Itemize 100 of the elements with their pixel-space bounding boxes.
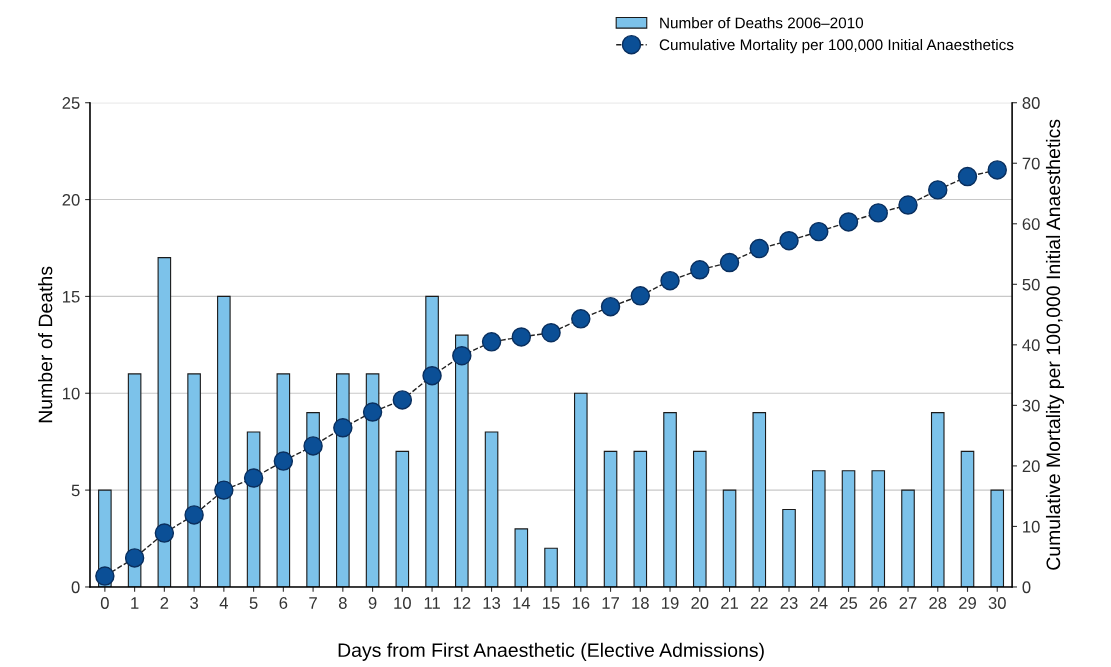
x-axis-title: Days from First Anaesthetic (Elective Admissions) — [338, 642, 764, 661]
bar — [425, 295, 439, 587]
x-tick-label: 10 — [394, 597, 411, 609]
x-tick-label: 16 — [572, 597, 590, 609]
point — [660, 270, 680, 291]
x-tick-label: 22 — [750, 597, 768, 609]
x-tick-label: 9 — [368, 597, 377, 609]
y-tick-label: 25 — [62, 97, 80, 109]
x-tick-label: 29 — [959, 597, 976, 609]
point — [957, 166, 978, 187]
y-tick-label: 15 — [63, 290, 80, 303]
point — [838, 212, 859, 232]
point — [779, 231, 799, 251]
y2-tick-label: 10 — [1023, 520, 1040, 533]
point — [600, 296, 621, 317]
point — [243, 468, 264, 488]
x-tick-label: 23 — [780, 597, 798, 609]
x-tick-label: 28 — [929, 597, 947, 609]
legend-label: Cumulative Mortality per 100,000 Initial Anaesthetics — [659, 38, 1014, 54]
x-tick-label: 12 — [453, 597, 471, 609]
x-tick-label: 19 — [662, 597, 679, 609]
y2-axis-title: Cumulative Mortality per 100,000 Initial Anaesthetics — [1045, 119, 1065, 570]
legend-label: Number of Deaths 2006–2010 — [660, 17, 864, 29]
x-tick-label: 11 — [424, 597, 440, 609]
y2-tick-label: 80 — [1022, 97, 1040, 109]
point — [422, 365, 442, 386]
point — [95, 566, 115, 586]
bar — [692, 450, 707, 587]
point — [511, 327, 532, 347]
point — [333, 418, 353, 438]
x-tick-label: 15 — [543, 597, 560, 609]
bar — [395, 450, 410, 587]
y2-tick-label: 20 — [1022, 460, 1040, 473]
bar — [990, 489, 1005, 587]
x-tick-label: 27 — [899, 597, 917, 609]
x-tick-label: 2 — [160, 597, 169, 609]
y2-tick-label: 60 — [1022, 218, 1040, 230]
y-tick-label: 20 — [62, 193, 80, 206]
point — [690, 260, 710, 280]
bar — [782, 508, 796, 587]
point — [214, 480, 234, 500]
point — [392, 390, 413, 410]
y2-tick-label: 40 — [1022, 339, 1040, 352]
x-tick-label: 0 — [100, 597, 109, 609]
bar — [336, 373, 350, 587]
y2-tick-label: 50 — [1022, 278, 1040, 291]
bar — [930, 412, 945, 587]
x-tick-label: 14 — [513, 597, 531, 609]
bar — [514, 528, 529, 587]
bar — [752, 412, 767, 587]
bar — [544, 547, 558, 587]
x-tick-label: 17 — [602, 597, 619, 609]
bar — [633, 450, 648, 587]
bar — [663, 412, 677, 587]
y2-tick-label: 0 — [1022, 581, 1031, 594]
y-tick-label: 5 — [71, 484, 80, 497]
x-tick-label: 3 — [190, 597, 198, 609]
point — [124, 548, 145, 568]
x-tick-label: 18 — [632, 597, 649, 609]
bar — [841, 470, 856, 587]
point — [987, 160, 1007, 180]
point — [749, 238, 770, 259]
point — [154, 523, 175, 543]
x-tick-label: 21 — [721, 597, 738, 609]
bar — [722, 489, 737, 587]
bar — [276, 373, 291, 587]
point — [809, 221, 829, 242]
y2-tick-label: 30 — [1022, 399, 1040, 412]
x-tick-label: 7 — [309, 597, 317, 609]
point — [541, 323, 561, 343]
x-tick-label: 30 — [988, 597, 1006, 609]
x-tick-label: 5 — [249, 597, 258, 609]
x-tick-label: 24 — [810, 597, 828, 609]
x-tick-label: 20 — [691, 597, 709, 609]
point — [481, 332, 502, 352]
y-tick-label: 10 — [63, 387, 80, 400]
point — [452, 346, 472, 366]
x-tick-label: 26 — [869, 597, 887, 609]
x-tick-label: 8 — [338, 597, 347, 609]
x-tick-label: 4 — [219, 597, 228, 609]
point — [868, 203, 888, 223]
point — [928, 180, 948, 200]
y-tick-label: 0 — [71, 581, 80, 594]
point — [303, 436, 323, 456]
y-axis-title: Number of Deaths — [38, 266, 53, 423]
bar — [811, 470, 826, 587]
bar — [901, 489, 915, 587]
bar — [603, 450, 618, 587]
point — [719, 252, 740, 273]
point — [184, 505, 204, 525]
bar — [960, 450, 975, 587]
point — [630, 286, 651, 306]
x-tick-label: 13 — [483, 597, 501, 609]
point — [571, 309, 591, 329]
bar — [455, 334, 469, 587]
y2-tick-label: 70 — [1022, 157, 1040, 170]
point — [273, 451, 294, 471]
point — [898, 195, 918, 215]
point — [362, 402, 383, 422]
x-tick-label: 25 — [840, 597, 858, 609]
